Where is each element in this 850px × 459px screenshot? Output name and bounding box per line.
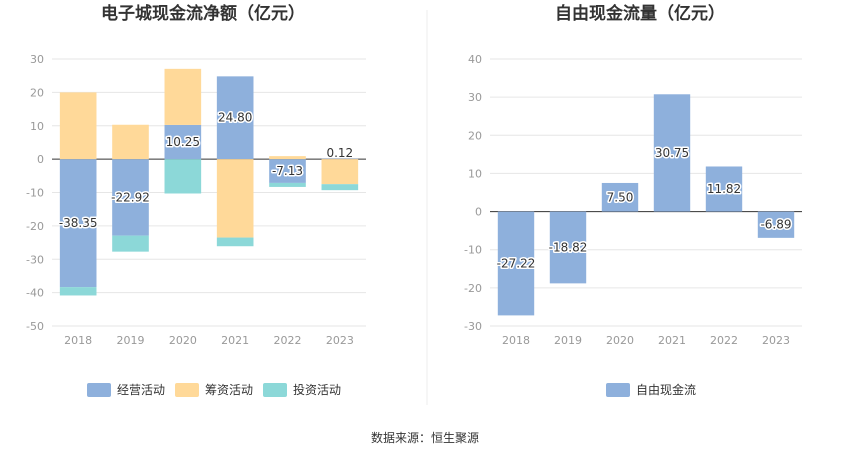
bar-series-2-2020: [164, 159, 202, 194]
y-tick-label: -30: [26, 253, 44, 266]
data-label: -6.89: [760, 218, 791, 232]
y-tick-label: -10: [464, 244, 482, 257]
y-tick-label: 20: [468, 129, 482, 142]
data-label: 10.25: [166, 135, 200, 149]
y-tick-label: -20: [26, 220, 44, 233]
bar-series-0-2023: [757, 211, 795, 238]
data-label: 0.12: [326, 146, 353, 160]
data-label: 30.75: [655, 146, 689, 160]
bar-series-0-2023: [321, 158, 359, 160]
x-tick-label: 2021: [658, 334, 686, 347]
bar-series-0-2019: [112, 159, 149, 236]
data-label: -7.13: [272, 164, 303, 178]
y-tick-label: 30: [30, 53, 44, 66]
bar-series-1-2018: [59, 92, 97, 160]
bar-series-0-2021: [653, 94, 691, 212]
x-tick-label: 2019: [554, 334, 582, 347]
bar-series-1-2022: [269, 156, 306, 160]
source-note: 数据来源：恒生聚源: [371, 430, 479, 445]
legend-swatch[interactable]: [263, 383, 287, 397]
data-label: -18.82: [549, 240, 588, 254]
bar-series-0-2022: [269, 159, 306, 183]
x-tick-label: 2020: [169, 334, 197, 347]
bar-series-0-2022: [705, 166, 743, 212]
legend-swatch[interactable]: [87, 383, 111, 397]
bar-series-2-2021: [216, 237, 254, 247]
y-tick-label: 10: [468, 167, 482, 180]
bar-series-1-2019: [112, 124, 149, 160]
bar-series-2-2023: [321, 184, 359, 191]
legend-label[interactable]: 经营活动: [117, 383, 165, 397]
free-cashflow-chart: 自由现金流量（亿元） 40 30 20 10 0 -10 -20 -30 2018 2019 2020…: [464, 3, 802, 397]
legend-label[interactable]: 自由现金流: [636, 382, 696, 397]
legend-label[interactable]: 筹资活动: [205, 383, 253, 397]
x-tick-label: 2021: [221, 334, 249, 347]
data-label: 7.50: [607, 190, 634, 204]
bar-series-2-2022: [269, 182, 306, 187]
x-tick-label: 2018: [502, 334, 530, 347]
y-tick-label: 30: [468, 91, 482, 104]
bar-series-1-2023: [321, 159, 359, 185]
bar-series-1-2020: [164, 68, 202, 125]
bar-series-0-2018: [59, 159, 97, 288]
bar-series-2-2019: [112, 235, 149, 252]
y-tick-label: -20: [464, 282, 482, 295]
x-tick-label: 2019: [117, 334, 145, 347]
data-label: 11.82: [707, 182, 741, 196]
x-tick-label: 2023: [762, 334, 790, 347]
x-tick-label: 2018: [64, 334, 92, 347]
y-tick-label: 20: [30, 86, 44, 99]
data-label: -38.35: [59, 216, 98, 230]
y-tick-label: 0: [37, 153, 44, 166]
x-tick-label: 2023: [326, 334, 354, 347]
y-tick-label: -10: [26, 187, 44, 200]
data-label: -27.22: [497, 256, 536, 270]
y-tick-label: 0: [475, 206, 482, 219]
bar-series-0-2020: [164, 124, 202, 160]
chart-title: 电子城现金流净额（亿元）: [101, 3, 305, 24]
y-tick-label: 40: [468, 53, 482, 66]
legend-swatch[interactable]: [606, 383, 630, 397]
x-tick-label: 2022: [710, 334, 738, 347]
bar-series-2-2018: [59, 287, 97, 296]
net-cashflow-chart: 电子城现金流净额（亿元） 30 20 10 0 -10 -20 -30 -40 -50 2018 20…: [26, 3, 366, 397]
bar-series-0-2019: [549, 211, 587, 284]
legend-swatch[interactable]: [175, 383, 199, 397]
x-tick-label: 2020: [606, 334, 634, 347]
bar-series-0-2021: [216, 76, 254, 160]
data-label: 24.80: [218, 111, 252, 125]
y-tick-label: 10: [30, 120, 44, 133]
chart-title: 自由现金流量（亿元）: [555, 3, 725, 24]
y-tick-label: -50: [26, 320, 44, 333]
bar-series-0-2018: [497, 211, 535, 316]
legend-label[interactable]: 投资活动: [293, 382, 341, 397]
y-tick-label: -30: [464, 320, 482, 333]
data-label: -22.92: [111, 190, 150, 204]
bar-series-1-2021: [216, 159, 254, 238]
y-tick-label: -40: [26, 287, 44, 300]
x-tick-label: 2022: [274, 334, 302, 347]
bar-series-0-2020: [601, 182, 639, 212]
